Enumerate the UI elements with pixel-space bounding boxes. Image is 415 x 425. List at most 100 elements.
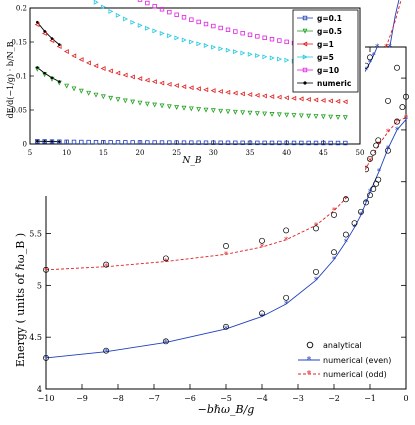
- inset-point-g-10: [159, 7, 165, 12]
- series-line-even: [389, 0, 400, 48]
- inset-point-numeric: [50, 37, 54, 40]
- inset-point-g-10: [174, 12, 179, 17]
- inset-point-g-0-5: [108, 95, 114, 101]
- inset-point-g-0-1: [181, 140, 187, 145]
- inset-point-g-0-1: [57, 139, 62, 144]
- inset-point-g-1: [291, 95, 297, 101]
- series-line-odd: [385, 0, 402, 48]
- inset-line-numeric: [37, 67, 60, 82]
- inset-legend-marker-g-0-5: [302, 28, 308, 34]
- inset-line-numeric: [36, 21, 60, 45]
- inset-point-g-0-1: [335, 140, 341, 146]
- point-analytical: [259, 310, 265, 317]
- inset-point-g-0-5: [328, 114, 334, 120]
- legend-entry-analytical: analytical: [306, 341, 362, 350]
- inset-point-g-5: [203, 43, 209, 48]
- point-even: *: [395, 126, 399, 135]
- inset-legend-label-numeric: numeric: [317, 79, 351, 88]
- inset-point-g-5: [255, 53, 261, 59]
- point-analytical: [375, 176, 382, 183]
- inset-point-g-0-1: [167, 140, 172, 145]
- inset-point-g-1: [129, 74, 135, 80]
- inset-point-g-0-1: [211, 140, 216, 145]
- inset-point-g-10: [269, 37, 275, 42]
- series-line-odd: [45, 117, 407, 271]
- main-x-tick-label: −10: [38, 394, 55, 403]
- inset-point-g-0-5: [196, 107, 202, 112]
- inset-point-g-5: [115, 12, 121, 18]
- legend-entry-odd: * numerical (odd): [298, 370, 387, 380]
- inset-line-numeric: [37, 140, 60, 143]
- main-x-tick-label: −3: [292, 394, 304, 403]
- inset-point-numeric: [50, 76, 54, 80]
- inset-legend-box: [292, 9, 359, 93]
- inset-point-g-0-1: [240, 140, 245, 146]
- inset-point-g-0-5: [137, 100, 143, 106]
- point-even: *: [344, 238, 348, 247]
- inset-point-numeric: [43, 140, 47, 143]
- point-analytical: [394, 64, 400, 71]
- inset-x-label: N_B: [182, 156, 202, 166]
- inset-point-g-5: [93, 0, 99, 5]
- inset-point-g-5: [152, 28, 158, 34]
- inset-point-g-0-5: [247, 110, 253, 116]
- main-legend: analytical * numerical (even) * numerica…: [298, 341, 391, 380]
- inset-point-g-0-5: [93, 92, 99, 98]
- inset-point-g-0-5: [298, 113, 304, 119]
- point-even: *: [388, 43, 392, 52]
- point-even: *: [377, 167, 381, 176]
- inset-point-g-10: [233, 29, 238, 34]
- inset-point-g-10: [211, 23, 216, 29]
- inset-point-g-5: [247, 51, 253, 57]
- inset-y-tick-label: 0.2: [16, 5, 27, 13]
- inset-point-g-0-5: [130, 99, 136, 105]
- inset-point-g-10: [284, 39, 289, 45]
- legend-label-analytical: analytical: [323, 341, 362, 350]
- point-analytical: [394, 118, 400, 125]
- inset-point-g-1: [210, 88, 216, 94]
- inset-point-g-1: [335, 98, 341, 104]
- main-x-tick-label: −1: [364, 394, 376, 403]
- inset-point-numeric: [35, 20, 39, 24]
- point-analytical: [367, 155, 373, 162]
- point-odd: *: [332, 207, 336, 216]
- inset-point-g-1: [188, 85, 194, 91]
- inset-point-g-1: [298, 96, 304, 102]
- inset-point-g-0-5: [71, 86, 77, 92]
- inset-legend-marker-g-1: [302, 41, 308, 47]
- point-even: *: [314, 276, 318, 285]
- inset-point-g-1: [93, 63, 99, 69]
- inset-point-g-1: [269, 94, 275, 100]
- inset-point-g-0-5: [181, 105, 187, 111]
- inset-point-g-0-1: [152, 140, 157, 145]
- inset-point-g-5: [225, 47, 231, 53]
- inset-point-g-5: [108, 8, 114, 14]
- inset-point-g-1: [85, 60, 91, 66]
- inset-point-g-0-1: [306, 140, 311, 146]
- point-even: *: [375, 43, 379, 52]
- point-odd: *: [44, 266, 48, 275]
- inset-x-tick-label: 10: [62, 149, 71, 157]
- inset-point-numeric: [43, 29, 47, 33]
- point-analytical: [103, 261, 110, 268]
- inset-point-g-10: [240, 31, 245, 36]
- inset-point-g-5: [159, 30, 165, 36]
- point-analytical: [385, 97, 391, 104]
- inset-x-tick-label: 25: [172, 149, 181, 157]
- series-line-even: [45, 119, 407, 359]
- inset-legend-label-g-10: g=10: [317, 66, 339, 75]
- inset-point-g-0-1: [101, 140, 106, 145]
- inset-point-g-0-5: [254, 111, 260, 117]
- point-even: *: [260, 312, 264, 321]
- inset-point-g-1: [225, 89, 231, 95]
- point-analytical: [223, 243, 229, 249]
- inset-point-g-1: [181, 84, 187, 90]
- inset-point-g-0-1: [277, 140, 282, 146]
- inset-point-g-0-1: [233, 140, 238, 146]
- inset-point-g-5: [101, 4, 107, 10]
- inset-point-g-5: [233, 49, 239, 55]
- inset-point-g-0-1: [71, 139, 77, 145]
- inset-x-tick-label: 30: [209, 149, 218, 157]
- inset-point-g-0-1: [42, 139, 47, 144]
- inset-point-g-1: [327, 98, 333, 104]
